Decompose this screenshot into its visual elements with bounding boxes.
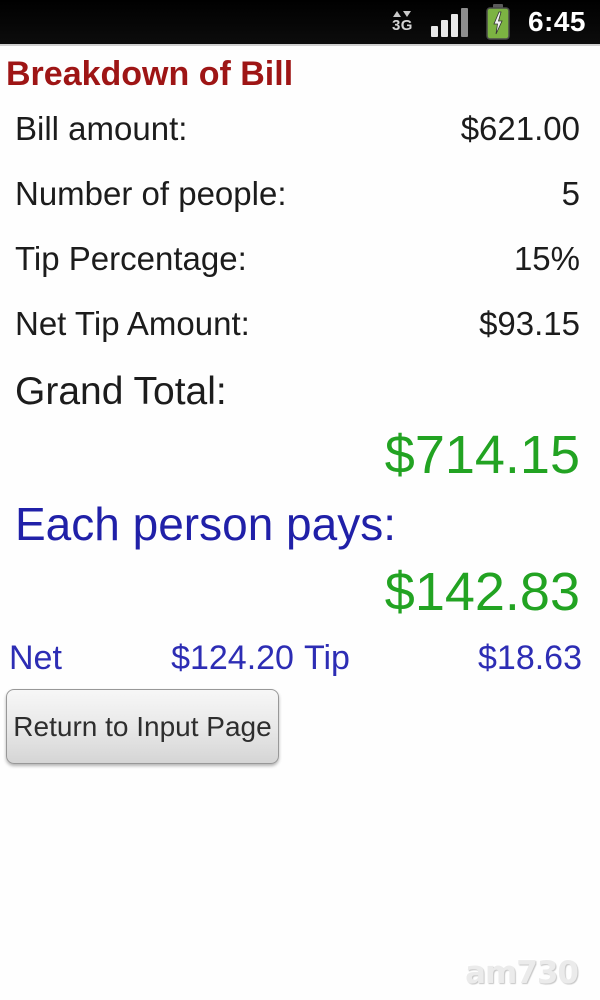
download-arrow-icon — [403, 11, 412, 17]
return-to-input-page-button[interactable]: Return to Input Page — [6, 689, 279, 765]
bill-summary-rows: Bill amount: $621.00 Number of people: 5… — [0, 110, 600, 343]
upload-arrow-icon — [393, 11, 402, 17]
am730-watermark: am730 — [465, 955, 579, 991]
split-net-label: Net — [9, 639, 62, 678]
tip-percentage-label: Tip Percentage: — [15, 240, 247, 277]
network-3g-icon: 3G — [392, 11, 413, 33]
number-of-people-value: 5 — [561, 175, 580, 212]
split-net-value: $124.20 — [171, 639, 294, 678]
net-tip-amount-value: $93.15 — [479, 305, 580, 342]
each-person-pays-label: Each person pays: — [15, 497, 397, 550]
tip-percentage-row: Tip Percentage: 15% — [0, 240, 600, 278]
split-tip-label: Tip — [303, 639, 350, 678]
network-type-label: 3G — [391, 17, 413, 34]
split-tip-value: $18.63 — [478, 639, 582, 678]
grand-total-label: Grand Total: — [15, 370, 227, 413]
page-title: Breakdown of Bill — [6, 55, 294, 93]
each-person-pays-value: $142.83 — [384, 561, 580, 622]
bill-amount-value: $621.00 — [460, 110, 580, 147]
tip-percentage-value: 15% — [513, 240, 580, 277]
status-bar: 3G 6:45 — [0, 0, 600, 46]
number-of-people-row: Number of people: 5 — [0, 175, 600, 213]
grand-total-value: $714.15 — [384, 425, 580, 485]
data-transfer-arrows-icon — [393, 11, 412, 17]
battery-icon — [486, 4, 510, 40]
signal-strength-icon — [430, 7, 468, 37]
bill-amount-label: Bill amount: — [15, 110, 188, 147]
clock-time: 6:45 — [527, 6, 586, 37]
net-tip-amount-label: Net Tip Amount: — [15, 305, 250, 342]
net-tip-split-row: Net $124.20 Tip $18.63 — [0, 639, 600, 678]
number-of-people-label: Number of people: — [15, 175, 287, 212]
bill-amount-row: Bill amount: $621.00 — [0, 110, 600, 148]
net-tip-amount-row: Net Tip Amount: $93.15 — [0, 305, 600, 343]
